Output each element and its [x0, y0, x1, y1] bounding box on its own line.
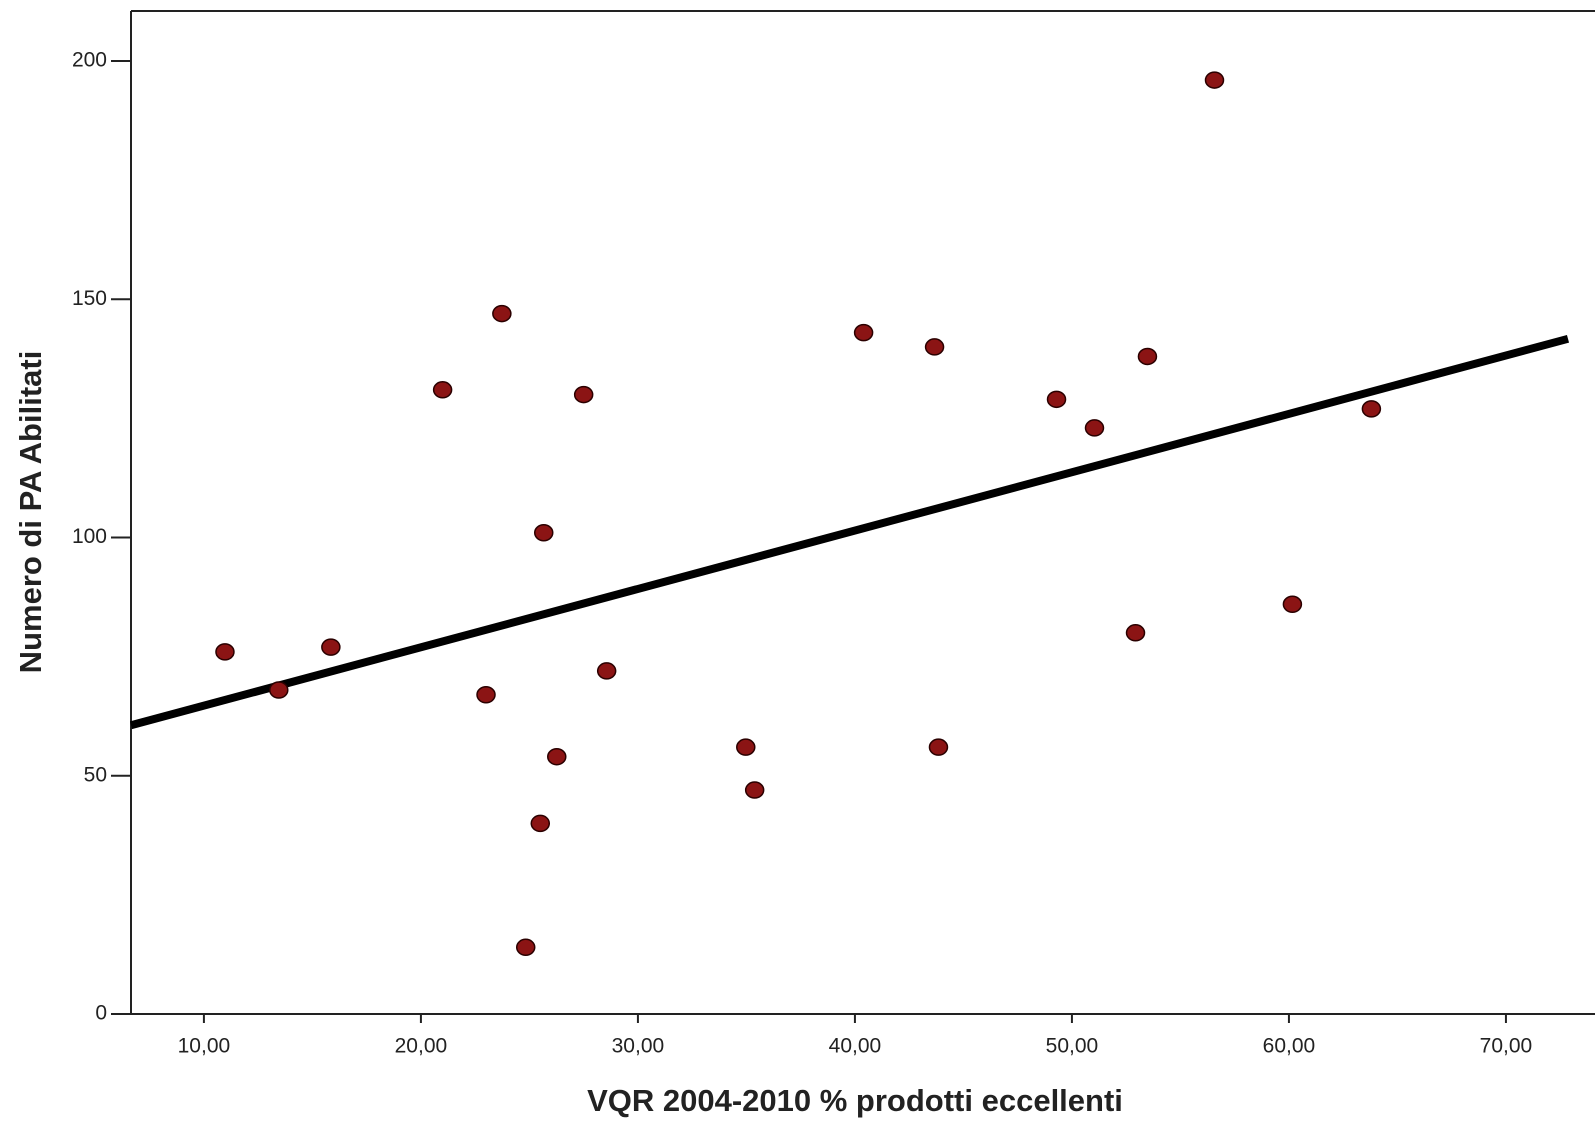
point — [924, 338, 945, 356]
x-tick-label: 60,00 — [1263, 1035, 1316, 1058]
point — [432, 381, 453, 399]
point — [736, 738, 756, 756]
point — [515, 938, 536, 957]
x-tick-label: 50,00 — [1046, 1035, 1099, 1058]
y-tick-label: 0 — [95, 1002, 107, 1025]
point — [1084, 419, 1105, 437]
x-axis-title: VQR 2004-2010 % prodotti eccellenti — [587, 1083, 1123, 1118]
point — [596, 662, 617, 680]
point — [530, 814, 551, 833]
x-tick-label: 10,00 — [178, 1035, 231, 1058]
y-tick-label: 50 — [84, 763, 107, 786]
point — [1137, 347, 1158, 366]
point — [1046, 390, 1067, 409]
fit-line — [129, 334, 1570, 730]
point — [269, 681, 289, 699]
point — [853, 323, 874, 342]
point — [215, 643, 235, 661]
point — [547, 747, 567, 766]
x-tick-label: 70,00 — [1480, 1035, 1533, 1058]
y-tick-label: 150 — [72, 287, 107, 310]
point — [1282, 595, 1303, 613]
point — [321, 638, 341, 656]
x-tick-label: 30,00 — [612, 1035, 665, 1058]
point — [533, 524, 554, 542]
y-axis-title: Numero di PA Abilitati — [13, 351, 48, 674]
point — [573, 385, 594, 404]
point — [744, 781, 765, 799]
point — [928, 738, 949, 756]
point — [1204, 71, 1225, 89]
x-tick-label: 20,00 — [395, 1035, 448, 1058]
point — [1361, 400, 1382, 418]
point — [492, 304, 512, 323]
y-tick-label: 200 — [72, 49, 107, 72]
y-tick-label: 100 — [72, 525, 107, 548]
point — [476, 686, 496, 704]
x-tick-label: 40,00 — [829, 1035, 882, 1058]
point — [1125, 624, 1146, 642]
